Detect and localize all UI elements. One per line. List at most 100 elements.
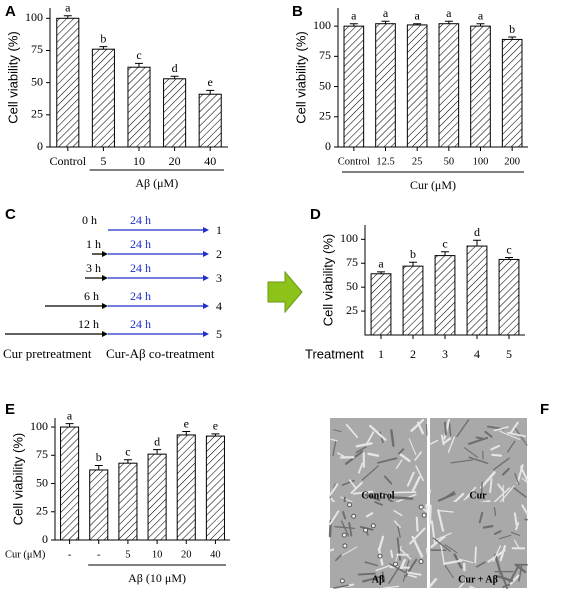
bar (467, 246, 487, 335)
bar (199, 94, 221, 147)
micrograph: Aβ (330, 502, 427, 588)
treatment-number: 2 (216, 247, 222, 261)
bar (471, 26, 491, 147)
x-tick-label: - (68, 549, 72, 560)
error-bar (441, 252, 449, 256)
micrograph: Control (330, 418, 427, 504)
significance-letter: a (351, 8, 357, 22)
error-bar (124, 460, 132, 463)
x-tick-label: 1 (378, 347, 384, 361)
x-tick-label: Control (49, 154, 86, 168)
y-tick-label: 75 (319, 48, 331, 62)
significance-letter: a (378, 257, 384, 271)
error-bar (95, 465, 103, 470)
round-cell (371, 524, 375, 528)
significance-letter: a (65, 0, 71, 14)
bar (371, 274, 391, 335)
x-tick-label: 10 (152, 549, 163, 560)
cell (330, 549, 333, 550)
x-tick-label: 3 (442, 347, 448, 361)
arrow-head (102, 251, 108, 257)
time-label: 1 h (86, 237, 101, 251)
y-axis-label: Cell viability (%) (5, 31, 20, 123)
x-tick-label: - (97, 549, 101, 560)
flow-arrow (268, 272, 302, 312)
micrograph: Cur (430, 418, 527, 504)
axes (338, 8, 528, 147)
arrow-head (203, 275, 209, 281)
significance-letter: c (136, 48, 141, 62)
micrograph: Cur + Aβ (430, 502, 527, 588)
y-tick-label: 75 (36, 447, 48, 461)
x-tick-label: 50 (444, 156, 455, 167)
significance-letter: b (509, 22, 515, 36)
significance-letter: d (172, 61, 178, 75)
duration-label: 24 h (130, 213, 151, 227)
bar (164, 79, 186, 147)
cell (492, 455, 501, 456)
x-tick-label: 200 (504, 156, 520, 167)
bar (90, 470, 108, 540)
arrow-head (203, 331, 209, 337)
bar (206, 436, 224, 540)
significance-letter: e (208, 75, 213, 89)
significance-letter: a (415, 8, 421, 22)
cell (484, 526, 492, 527)
duration-label: 24 h (130, 317, 151, 331)
significance-letter: d (474, 225, 480, 239)
arrow-head (203, 227, 209, 233)
x-tick-label: 12.5 (376, 156, 394, 167)
treatment-number: 4 (216, 299, 222, 313)
round-cell (419, 559, 423, 563)
bar (376, 24, 396, 147)
y-tick-label: 0 (325, 139, 331, 153)
error-bar (409, 262, 417, 266)
y-axis-label: Cell viability (%) (320, 234, 335, 326)
micrograph-label: Cur (469, 490, 487, 501)
y-axis-label: Cell viability (%) (10, 433, 25, 525)
significance-letter: e (213, 419, 218, 433)
bar (439, 24, 459, 147)
round-cell (352, 514, 356, 518)
significance-letter: e (184, 416, 189, 430)
bar (148, 454, 166, 540)
y-tick-label: 50 (31, 74, 43, 88)
significance-letter: a (478, 8, 484, 22)
micrograph-label: Control (361, 490, 394, 501)
round-cell (342, 533, 346, 537)
y-axis-label: Cell viability (%) (293, 31, 308, 123)
error-bar (135, 63, 143, 67)
duration-label: 24 h (130, 237, 151, 251)
cell (391, 551, 392, 557)
phase-label: Cur-Aβ co-treatment (106, 346, 215, 361)
panel-letter: A (5, 3, 16, 20)
x-tick-label: 100 (473, 156, 489, 167)
y-tick-label: 25 (346, 303, 358, 317)
micrograph-label: Aβ (372, 574, 385, 585)
y-tick-label: 50 (346, 279, 358, 293)
panel-letter: B (292, 3, 303, 20)
duration-label: 24 h (130, 289, 151, 303)
treatment-number: 1 (216, 223, 222, 237)
panel-letter: C (5, 206, 16, 223)
x-tick-label: 20 (169, 154, 181, 168)
cell (475, 547, 476, 562)
error-bar (66, 424, 74, 427)
y-tick-label: 100 (25, 10, 43, 24)
cell (417, 518, 418, 531)
y-tick-label: 75 (346, 255, 358, 269)
axes (55, 418, 230, 540)
x-tick-label: 5 (100, 154, 106, 168)
time-label: 0 h (82, 213, 97, 227)
significance-letter: a (383, 6, 389, 20)
bar (61, 427, 79, 540)
time-label: 3 h (86, 261, 101, 275)
bar (177, 435, 195, 540)
error-bar (473, 240, 481, 246)
significance-letter: c (442, 237, 447, 251)
round-cell (419, 505, 423, 509)
significance-letter: c (125, 445, 130, 459)
cell (430, 506, 431, 524)
y-tick-label: 100 (340, 231, 358, 245)
round-cell (422, 513, 426, 517)
